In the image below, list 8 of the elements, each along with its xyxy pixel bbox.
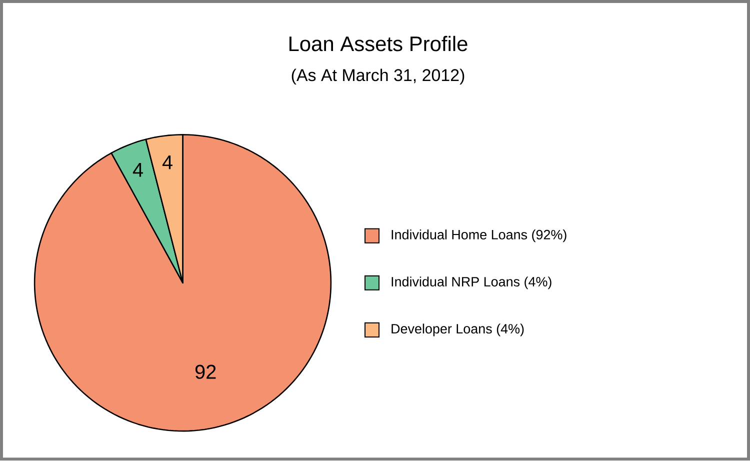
chart-subtitle: (As At March 31, 2012) (292, 68, 464, 85)
data-label: 4 (132, 163, 143, 177)
legend-label: Developer Loans (4%) (392, 324, 524, 336)
data-label: 92 (195, 365, 216, 380)
legend-label: Individual NRP Loans (4%) (392, 276, 552, 290)
chart-title: Loan Assets Profile (289, 36, 468, 52)
data-label: 4 (162, 156, 172, 170)
legend-label: Individual Home Loans (92%) (392, 230, 566, 242)
